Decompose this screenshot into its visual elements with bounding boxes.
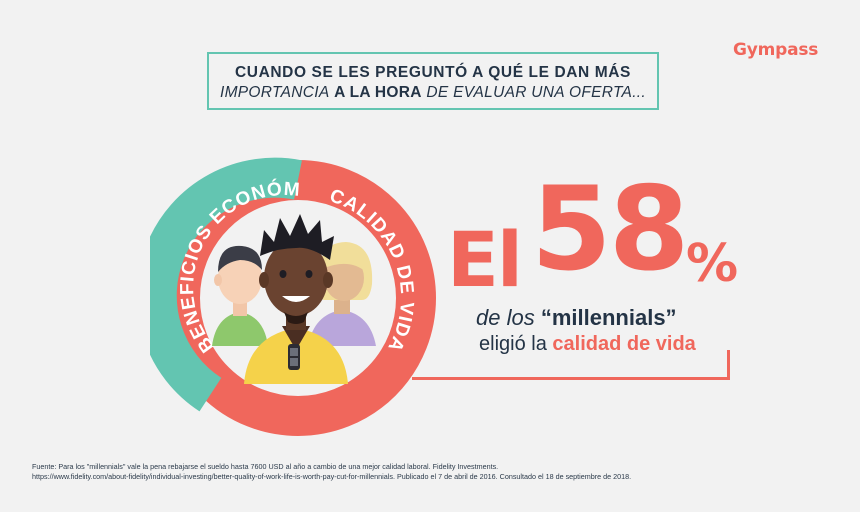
stat-de-los: de los — [476, 305, 535, 330]
headline-a-la-hora: A LA HORA — [334, 84, 422, 101]
ring-segment-calidad — [160, 160, 436, 436]
headline-evaluar: DE EVALUAR UNA OFERTA... — [426, 84, 647, 101]
headline-line-2: IMPORTANCIA A LA HORA DE EVALUAR UNA OFE… — [209, 84, 657, 102]
brand-logo: Gympass — [733, 40, 819, 60]
stat-subtitle-1: de los “millennials” — [476, 305, 677, 331]
ring-chart: BENEFICIOS ECONÓMICOS CALIDAD DE VIDA — [136, 134, 446, 446]
headline-line-1: CUANDO SE LES PREGUNTÓ A QUÉ LE DAN MÁS — [235, 64, 631, 81]
ring-segment-beneficios — [136, 157, 302, 412]
source-footnote: Fuente: Para los "millennials" vale la p… — [32, 462, 631, 481]
footnote-line-1: Fuente: Para los "millennials" vale la p… — [32, 462, 499, 471]
stat-eligio: eligió la — [479, 333, 547, 355]
person-left-icon — [212, 245, 268, 346]
stat-number: 58 — [531, 162, 689, 297]
ring-graphic: BENEFICIOS ECONÓMICOS CALIDAD DE VIDA — [136, 134, 436, 436]
footnote-line-2: https://www.fidelity.com/about-fidelity/… — [32, 471, 632, 481]
person-right-icon — [308, 242, 376, 346]
stat-subtitle-2: eligió la calidad de vida — [479, 333, 696, 356]
stat-prefix: El — [447, 215, 523, 304]
accent-bracket — [412, 350, 730, 380]
person-center-icon — [244, 214, 348, 384]
headline-importancia: IMPORTANCIA — [219, 84, 330, 101]
headline-box: CUANDO SE LES PREGUNTÓ A QUÉ LE DAN MÁS … — [207, 52, 659, 110]
stat-millennials: “millennials” — [540, 305, 677, 330]
people-illustration — [212, 214, 376, 384]
stat-percent: % — [686, 234, 739, 294]
stat-calidad: calidad de vida — [552, 333, 696, 355]
